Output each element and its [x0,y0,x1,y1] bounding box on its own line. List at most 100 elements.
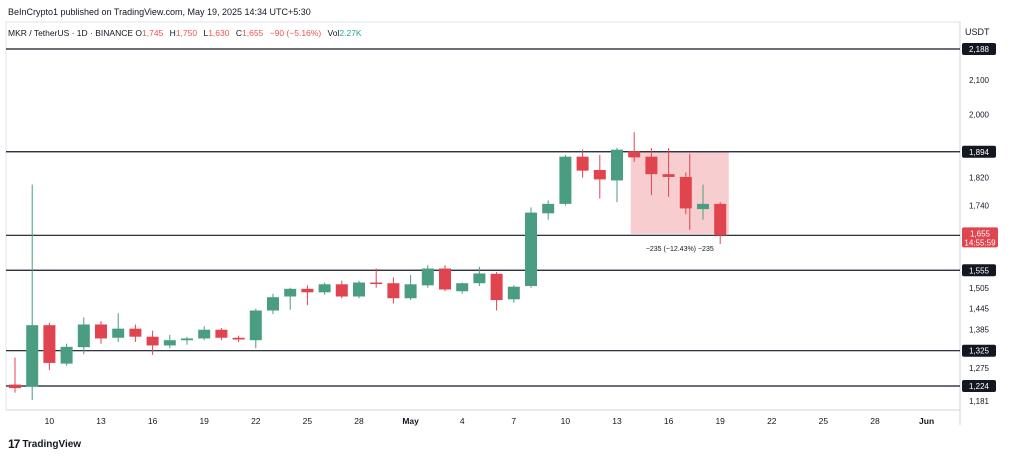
level-price-tag [962,380,996,392]
volume-label: Vol [327,28,340,38]
range-measure-label: −235 (−12.43%) −235 [646,246,714,253]
level-price-tag [962,43,996,55]
candle-body [9,384,21,389]
candle-body [697,203,709,210]
high-value: 1,750 [175,28,198,38]
x-tick-label: 28 [870,416,880,426]
candle-body [387,283,400,299]
candle-body [525,212,537,287]
candle-body [95,324,107,339]
candle-body [473,273,486,284]
candle-body [542,203,555,214]
x-tick-label: 13 [612,416,622,426]
publish-info: BeInCrypto1 published on TradingView.com… [8,7,311,17]
x-tick-label: 4 [460,416,465,426]
candle-body [662,174,675,177]
x-tick-label: 7 [511,416,516,426]
y-tick-label: 1,385 [969,326,990,335]
candle-body [198,329,211,339]
level-price-tag [962,145,996,158]
candle-body [439,268,451,290]
candle-body [628,151,641,158]
candle-body [181,338,193,341]
y-tick-label: 1,275 [969,364,990,373]
level-price-text: 1,224 [969,382,990,391]
y-tick-label: 1,820 [969,174,990,183]
close-label: C [235,28,242,38]
x-tick-label: 19 [715,416,725,426]
candle-body [456,283,469,292]
current-price-text: 1,655 [970,229,991,238]
x-tick-label: 25 [819,416,829,426]
tradingview-footer[interactable]: 17 TradingView [8,437,81,451]
x-tick-label: 10 [45,416,55,426]
candle-body [404,284,417,299]
candle-body [679,176,692,209]
currency-label[interactable]: USDT [965,27,990,37]
x-tick-label: 19 [199,416,209,426]
candle-body [267,297,279,311]
x-tick-label: 22 [767,416,777,426]
volume-value: 2.27K [339,28,362,38]
candle-body [353,282,365,297]
x-tick-label: 10 [561,416,571,426]
candle-body [490,273,503,301]
y-tick-label: 2,100 [969,76,990,85]
plot-frame [5,21,961,411]
candle-body [163,340,176,346]
x-tick-label: Jun [919,416,934,426]
level-price-text: 2,188 [969,45,990,54]
tradingview-logo-icon: 17 [8,437,20,451]
change-value: −90 (−5.16%) [269,28,322,38]
y-tick-label: 1,740 [969,202,990,211]
candle-body [249,310,262,341]
bar-countdown-text: 14:55:59 [964,238,996,247]
low-value: 1,630 [208,28,230,38]
candle-body [129,328,142,337]
candle-body [714,203,727,236]
x-tick-label: 13 [96,416,106,426]
candle-body [559,156,572,204]
candle-body [507,286,520,300]
candle-body [318,284,331,293]
y-tick-label: 1,445 [969,305,990,314]
y-tick-label: 1,181 [969,397,990,406]
x-tick-label: May [402,416,419,426]
candle-body [43,325,56,363]
high-label: H [169,28,176,38]
current-price-tag [962,227,998,248]
candle-body [593,169,606,180]
tradingview-brand: TradingView [22,438,82,450]
x-tick-label: 16 [148,416,158,426]
ohlc-legend: MKR / TetherUS · 1D · BINANCE O1,745 H1,… [8,28,362,38]
candle-body [370,282,383,285]
candle-body [232,337,245,340]
candle-body [284,288,297,297]
level-price-text: 1,894 [969,148,990,157]
candle-body [576,156,589,171]
symbol-title[interactable]: MKR / TetherUS · 1D · BINANCE [8,28,134,38]
y-tick-label: 2,000 [969,111,990,120]
y-tick-label: 1,505 [969,284,990,293]
open-value: 1,745 [142,28,164,38]
candle-body [301,288,314,293]
x-tick-label: 28 [354,416,364,426]
candle-body [26,325,39,387]
candle-body [645,156,658,175]
candle-body [60,346,73,364]
candle-body [335,284,348,297]
x-tick-label: 25 [303,416,313,426]
level-price-tag [962,264,996,277]
open-label: O [135,28,143,38]
candle-body [112,328,125,338]
close-value: 1,655 [242,28,264,38]
level-price-text: 1,325 [969,347,990,356]
level-price-tag [962,344,996,357]
low-label: L [203,28,209,38]
candle-body [77,324,90,348]
x-tick-label: 16 [664,416,674,426]
candle-body [421,268,434,286]
x-tick-label: 22 [251,416,261,426]
level-price-text: 1,555 [969,266,990,275]
